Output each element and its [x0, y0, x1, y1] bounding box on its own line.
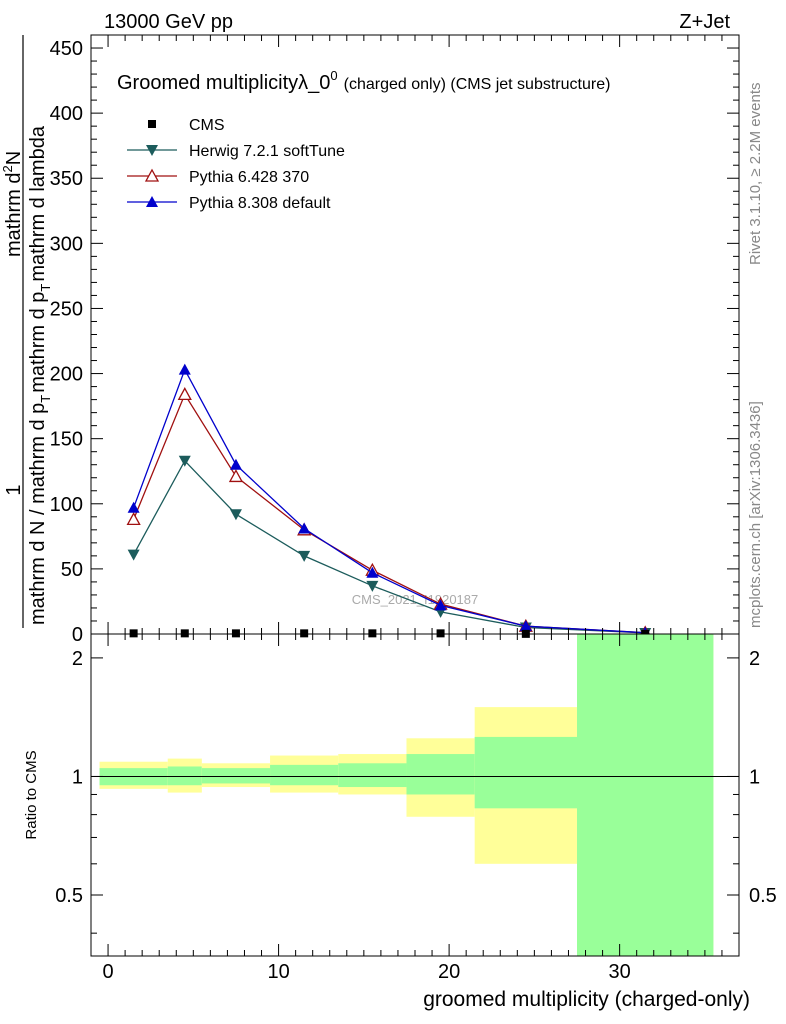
data-point-pythia-8-308-default — [434, 599, 447, 611]
main-y-tick-label: 300 — [50, 233, 83, 255]
x-tick-label: 30 — [609, 961, 631, 983]
data-point-herwig-7-2-1-softtune — [366, 580, 379, 592]
legend-marker-herwig-7-2-1-softtune — [146, 145, 158, 156]
header-process: Z+Jet — [679, 11, 730, 33]
main-y-tick-labels: 0 50 100 150 200 250 300 350 400 450 — [50, 38, 83, 646]
data-point-pythia-8-308-default — [519, 620, 532, 632]
ratio-band-inner — [167, 766, 202, 786]
x-tick-label: 20 — [438, 961, 460, 983]
data-point-cms — [300, 629, 309, 638]
data-point-herwig-7-2-1-softtune — [298, 550, 311, 562]
data-point-pythia-8-308-default — [178, 363, 191, 375]
data-point-herwig-7-2-1-softtune — [229, 509, 242, 521]
main-y-ticks — [91, 34, 739, 635]
data-point-cms — [231, 629, 240, 638]
data-point-pythia-6-428-370 — [126, 512, 141, 526]
x-axis-tick-labels: 0 10 20 30 — [102, 961, 630, 983]
plot-subtitle: (charged only) (CMS jet substructure) — [344, 76, 611, 93]
ylabel-numerator: mathrm d2N — [0, 151, 25, 257]
data-point-pythia-8-308-default — [366, 566, 379, 578]
ylabel-denominator-2: mathrm d p — [27, 292, 49, 393]
main-y-tick-label: 50 — [61, 559, 83, 581]
ylabel-denominator-1-sub: T — [38, 395, 53, 403]
plot-title: Groomed multiplicityλ_00 (charged only) (… — [117, 68, 610, 94]
data-point-pythia-6-428-370 — [228, 469, 244, 483]
data-point-herwig-7-2-1-softtune — [127, 549, 140, 561]
main-y-tick-label: 450 — [50, 38, 83, 60]
data-point-cms — [436, 629, 445, 638]
ylabel-denominator: mathrm d N / mathrm d pTmathrm d pTmathr… — [27, 125, 53, 625]
ratio-y-ticks — [91, 657, 739, 934]
legend-label-pythia-8-308-default: Pythia 8.308 default — [189, 195, 331, 212]
ratio-y-tick-label-right: 1 — [749, 766, 760, 788]
data-point-cms — [368, 629, 377, 638]
ylabel-one: 1 — [3, 484, 25, 495]
legend-label-cms: CMS — [189, 117, 225, 134]
analysis-watermark: CMS_2021_I1920187 — [352, 592, 479, 607]
legend-marker-pythia-6-428-370 — [144, 168, 160, 182]
data-point-cms — [129, 629, 138, 638]
data-point-pythia-8-308-default — [229, 458, 242, 470]
series-line-herwig-7-2-1-softtune — [133, 459, 646, 634]
data-point-cms — [180, 629, 189, 638]
main-y-tick-label: 200 — [50, 364, 83, 386]
ratio-y-tick-label: 1 — [72, 766, 83, 788]
rivet-label: Rivet 3.1.10, ≥ 2.2M events — [747, 83, 764, 266]
legend-label-herwig-7-2-1-softtune: Herwig 7.2.1 softTune — [189, 143, 345, 160]
ratio-y-tick-label: 2 — [72, 648, 83, 670]
main-y-tick-label: 100 — [50, 494, 83, 516]
ratio-bands — [99, 634, 714, 956]
main-y-axis-label: 1 mathrm d N / mathrm d pTmathrm d pTmat… — [0, 35, 53, 628]
header-energy: 13000 GeV pp — [104, 11, 233, 33]
ylabel-denominator-3: mathrm d lambda — [27, 125, 49, 281]
data-point-pythia-8-308-default — [127, 501, 140, 513]
plot-title-sup: 0 — [330, 68, 337, 83]
ratio-band-inner — [338, 763, 407, 788]
main-y-tick-label: 400 — [50, 103, 83, 125]
x-tick-label: 0 — [102, 961, 113, 983]
ratio-y-axis-label: Ratio to CMS — [23, 750, 40, 839]
main-y-tick-label: 350 — [50, 168, 83, 190]
main-y-tick-label: 150 — [50, 429, 83, 451]
ratio-panel: 0.5 0.5 1 1 2 2 Ratio to CMS — [23, 633, 777, 957]
data-point-herwig-7-2-1-softtune — [178, 455, 191, 467]
x-axis-ticks — [90, 35, 723, 956]
data-point-pythia-6-428-370 — [177, 387, 192, 401]
ratio-band-inner — [201, 768, 271, 784]
plot-title-main: Groomed multiplicityλ_0 — [117, 72, 330, 94]
ratio-band-inner — [474, 736, 577, 809]
ratio-y-tick-label-right: 2 — [749, 648, 760, 670]
series-line-pythia-8-308-default — [133, 368, 646, 634]
ylabel-numerator-n: N — [3, 151, 25, 165]
ratio-y-tick-label: 0.5 — [55, 885, 83, 907]
ratio-y-tick-label-right: 0.5 — [749, 885, 777, 907]
legend-label-pythia-6-428-370: Pythia 6.428 370 — [189, 169, 309, 186]
mcplots-label: mcplots.cern.ch [arXiv:1306.3436] — [747, 401, 764, 628]
x-axis-label: groomed multiplicity (charged-only) — [423, 988, 750, 1011]
ratio-y-tick-labels: 0.5 0.5 1 1 2 2 — [55, 648, 777, 907]
data-point-pythia-8-308-default — [298, 522, 311, 534]
x-tick-label: 10 — [267, 961, 289, 983]
ratio-band-inner — [577, 634, 714, 956]
ratio-band-inner — [270, 764, 339, 786]
legend: CMS Herwig 7.2.1 softTune Pythia 6.428 370… — [127, 117, 345, 212]
series-layer — [126, 363, 653, 639]
legend-marker-pythia-8-308-default — [146, 196, 158, 207]
ylabel-numerator-sup: 2 — [0, 165, 15, 172]
main-y-tick-label: 250 — [50, 298, 83, 320]
legend-marker-cms — [148, 120, 156, 128]
ylabel-denominator-1: mathrm d N / mathrm d p — [27, 403, 49, 625]
ylabel-numerator-d: mathrm d — [3, 173, 25, 257]
ylabel-denominator-2-sub: T — [38, 284, 53, 292]
main-panel: 0 50 100 150 200 250 300 350 400 450 Groomed mult… — [50, 34, 740, 646]
ratio-band-inner — [406, 754, 475, 795]
main-y-tick-label: 0 — [72, 624, 83, 646]
